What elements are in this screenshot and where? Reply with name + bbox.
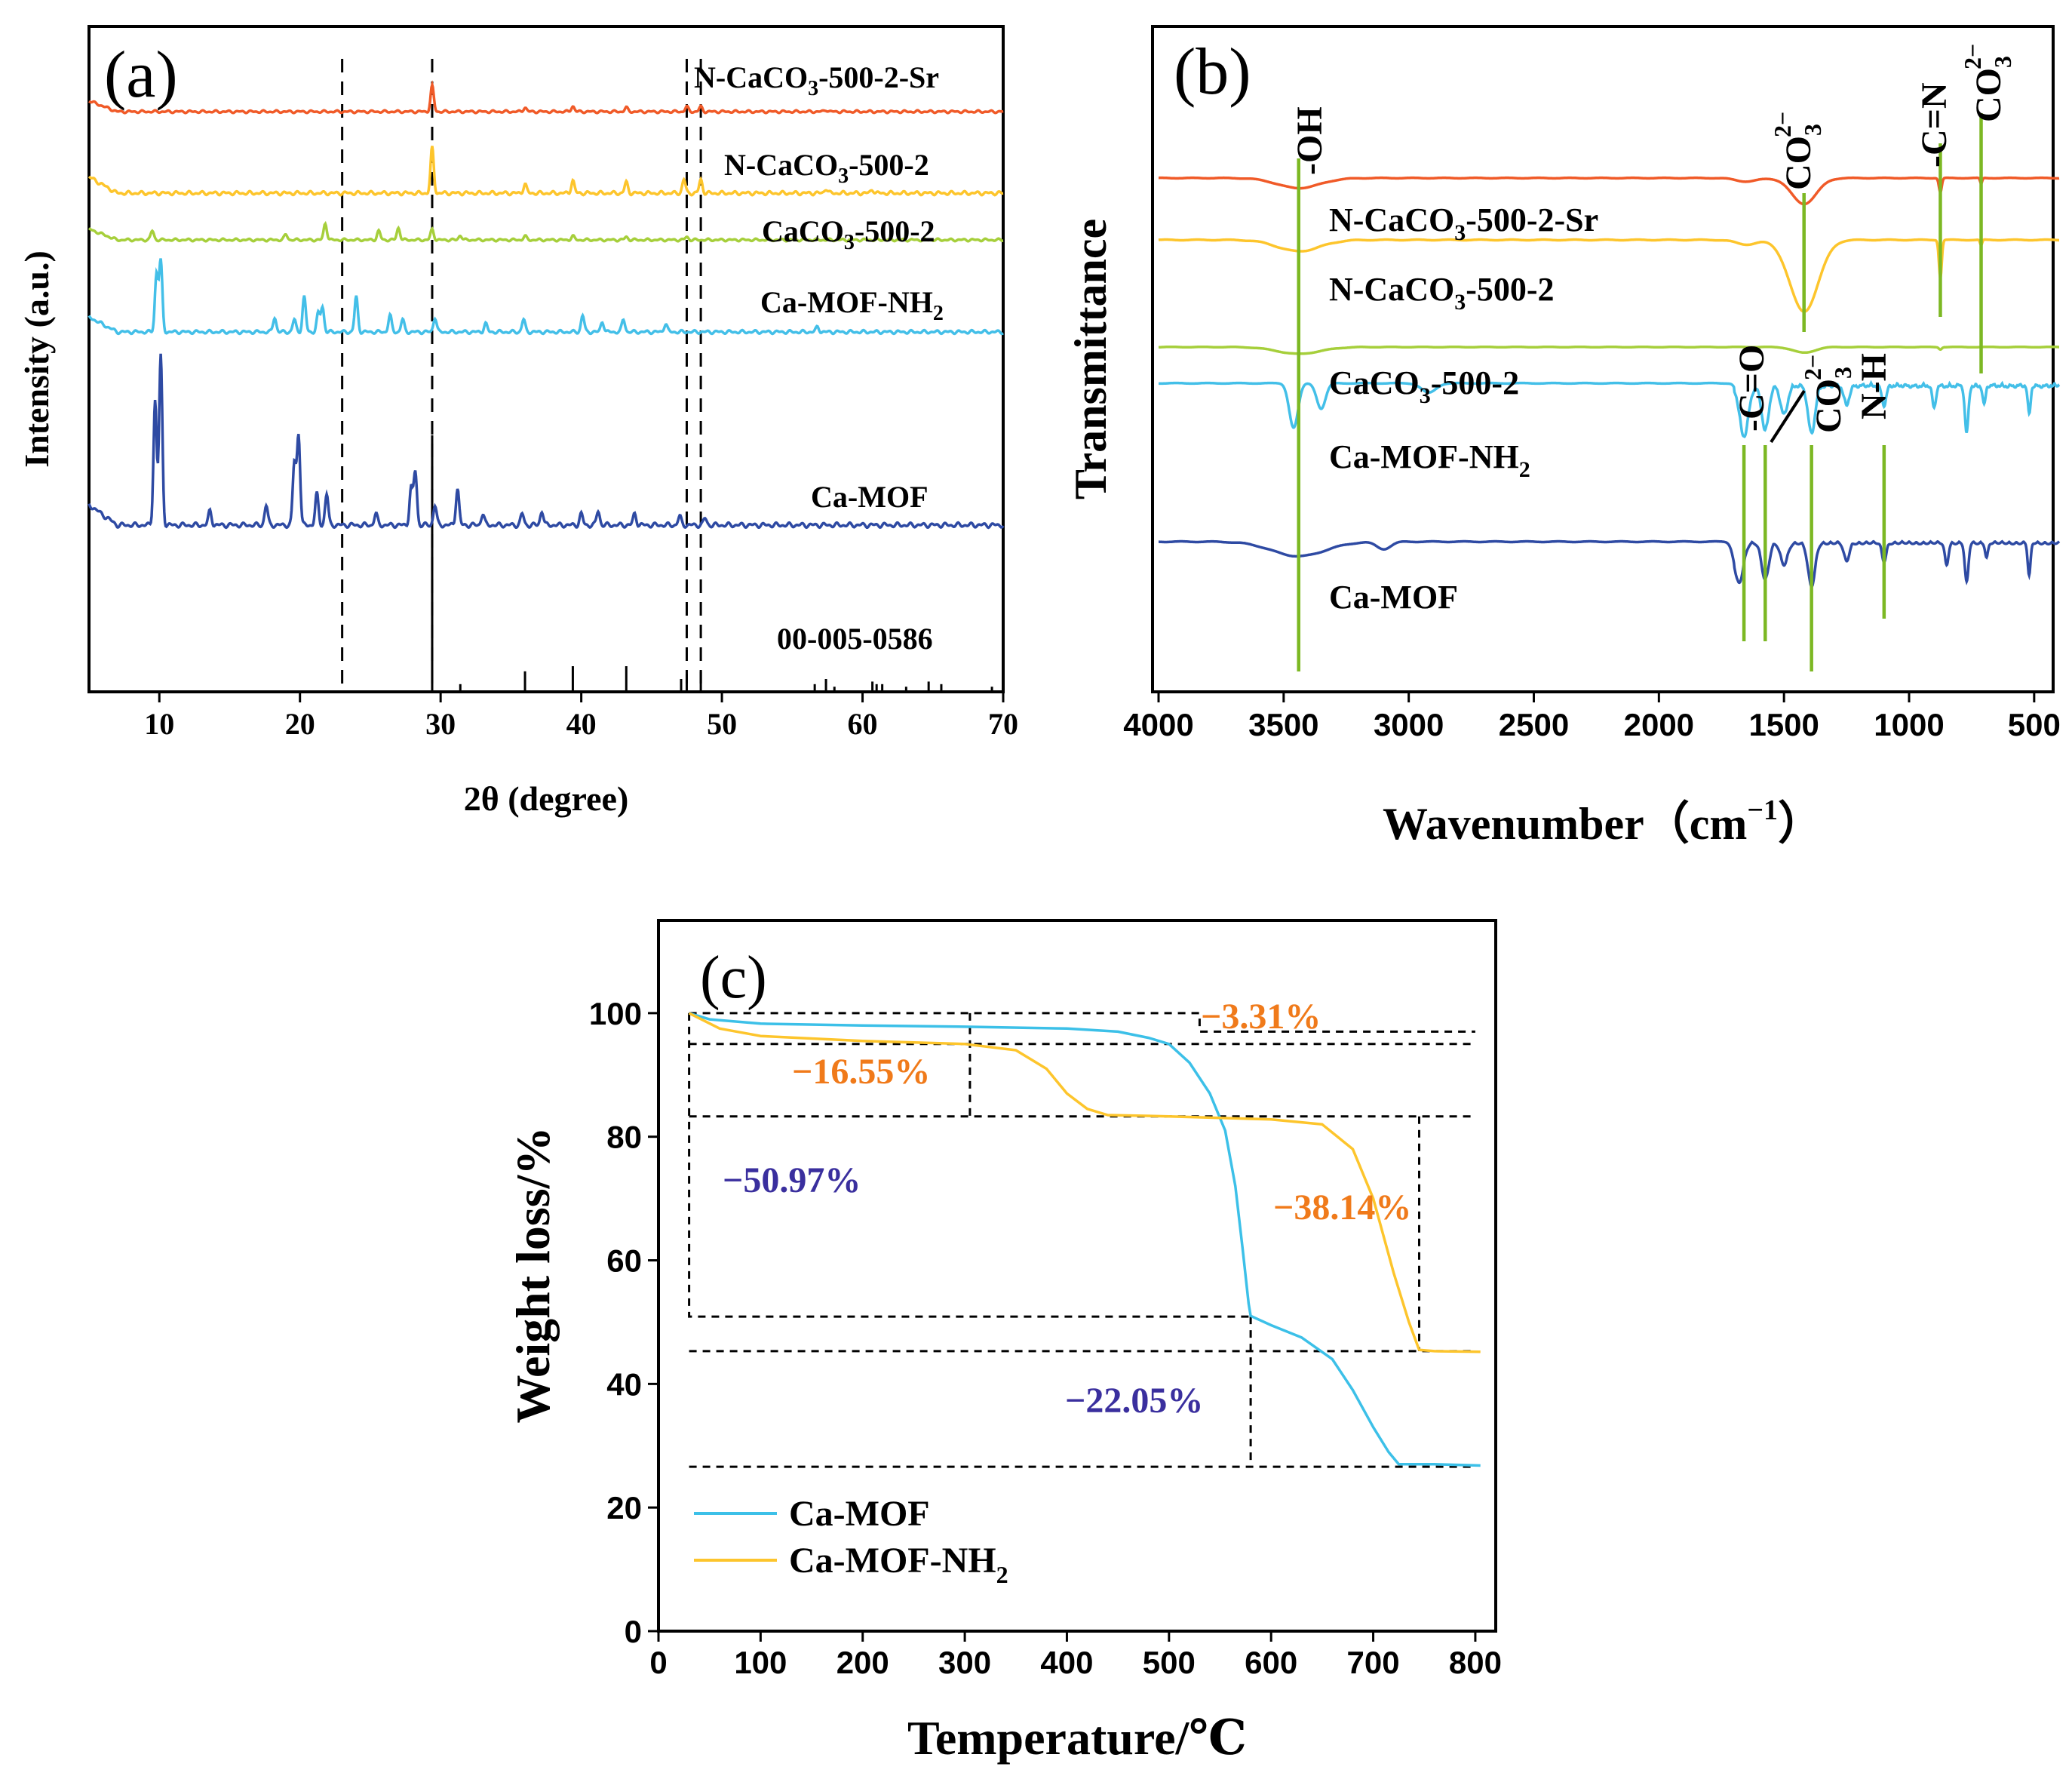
panel-c-x-axis-label: Temperature/℃ — [907, 1711, 1247, 1765]
panel-a-x-tick-label-0: 10 — [144, 707, 174, 741]
panel-a-reference-sticks — [431, 435, 993, 692]
panel-c-annotation-16-55: −16.55% — [792, 1052, 930, 1092]
panel-b-ftir: (b) 4000 3500 3000 2500 2000 1500 1000 500 -OH … — [1066, 25, 2061, 849]
panel-b-x-tick-label-6: 1000 — [1874, 707, 1944, 742]
panel-b-band-label-cn: -C=N — [1914, 82, 1954, 167]
panel-c-legend-label-0: Ca-MOF — [789, 1494, 930, 1534]
panel-c-tga: (c) 0 100 200 300 400 500 600 700 800 0 20 40 60 80 10… — [506, 919, 1502, 1765]
panel-b-band-markers — [1297, 113, 1983, 671]
panel-a-reference-label: 00-005-0586 — [777, 622, 933, 656]
panel-b-y-axis-label: Transmittance — [1066, 219, 1116, 499]
panel-b-x-tick-label-0: 4000 — [1123, 707, 1193, 742]
panel-c-y-tick-label-3: 60 — [606, 1243, 642, 1279]
panel-b-series-line-0 — [1159, 176, 2060, 206]
panel-a-x-tick-label-3: 40 — [566, 707, 597, 741]
panel-b-series-label-1: N-CaCO3-500-2 — [1329, 271, 1555, 315]
panel-b-band-label-co: -C=O — [1732, 345, 1772, 432]
panel-b-series-line-4 — [1159, 539, 2061, 588]
panel-c-frame — [657, 919, 1497, 1633]
panel-c-y-axis-label: Weight loss/% — [506, 1127, 560, 1424]
panel-c-guide-lines — [688, 1012, 1475, 1468]
panel-a-series-line-4 — [87, 353, 1005, 530]
panel-c-ticks: 0 100 200 300 400 500 600 700 800 0 20 40 60 80 100 — [589, 996, 1502, 1680]
panel-a-x-ticks: 10 20 30 40 50 60 70 — [144, 692, 1018, 741]
panel-c-x-tick-label-7: 700 — [1347, 1645, 1400, 1680]
panel-b-series-line-3 — [1159, 379, 2061, 438]
panel-b-x-tick-label-4: 2000 — [1624, 707, 1694, 742]
panel-c-series-line-0 — [689, 1012, 1481, 1467]
panel-b-x-tick-label-7: 500 — [2008, 707, 2061, 742]
panel-b-series-label-3: Ca-MOF-NH2 — [1329, 438, 1530, 482]
panel-a-series-label-0: N-CaCO3-500-2-Sr — [694, 60, 939, 100]
panel-c-y-tick-label-0: 0 — [625, 1614, 642, 1649]
panel-a-series — [87, 79, 1005, 530]
panel-c-x-tick-label-0: 0 — [649, 1645, 667, 1680]
panel-a-x-tick-label-5: 60 — [848, 707, 878, 741]
panel-a-series-label-1: N-CaCO3-500-2 — [724, 148, 929, 188]
panel-c-label: (c) — [700, 945, 767, 1011]
panel-a-series-line-3 — [87, 258, 1004, 336]
panel-c-legend-label-1: Ca-MOF-NH2 — [789, 1541, 1008, 1588]
panel-b-series-line-2 — [1159, 345, 2059, 355]
panel-b-series-line-1 — [1158, 238, 2059, 313]
panel-b-series-label-4: Ca-MOF — [1329, 579, 1458, 616]
panel-c-y-tick-label-4: 80 — [606, 1120, 642, 1155]
panel-b-band-label-co3-1: CO32− — [1769, 112, 1826, 190]
panel-b-x-ticks: 4000 3500 3000 2500 2000 1500 1000 500 — [1123, 692, 2061, 742]
panel-c-x-tick-label-6: 600 — [1245, 1645, 1297, 1680]
panel-a-series-line-1 — [87, 146, 1004, 197]
panel-a-series-label-4: Ca-MOF — [811, 480, 929, 514]
panel-a-y-axis-label: Intensity (a.u.) — [17, 250, 56, 468]
panel-c-guide-line-0 — [689, 1012, 1475, 1033]
panel-c-x-tick-label-3: 300 — [938, 1645, 991, 1680]
panel-a-x-tick-label-2: 30 — [425, 707, 456, 741]
panel-b-series-label-0: N-CaCO3-500-2-Sr — [1329, 201, 1598, 245]
panel-c-annotation-3-31: −3.31% — [1201, 997, 1321, 1037]
panel-c-legend: Ca-MOF Ca-MOF-NH2 — [694, 1494, 1008, 1588]
panel-b-band-label-co3-2: CO32− — [1959, 44, 2016, 122]
panel-c-annotation-50-97: −50.97% — [723, 1160, 861, 1200]
panel-c-x-tick-label-1: 100 — [734, 1645, 787, 1680]
panel-c-series-line-1 — [688, 1012, 1481, 1353]
panel-b-series — [1158, 176, 2061, 588]
panel-b-label: (b) — [1174, 35, 1251, 109]
panel-c-y-tick-label-2: 40 — [606, 1366, 642, 1402]
panel-b-x-axis-label: Wavenumber（cm−1） — [1383, 794, 1823, 849]
panel-c-y-tick-label-5: 100 — [589, 996, 642, 1031]
panel-b-x-tick-label-3: 2500 — [1499, 707, 1569, 742]
panel-a-x-tick-label-4: 50 — [707, 707, 737, 741]
panel-c-y-tick-label-1: 20 — [606, 1490, 642, 1526]
panel-c-x-tick-label-8: 800 — [1449, 1645, 1502, 1680]
panel-a-series-line-0 — [88, 79, 1004, 115]
panel-c-x-tick-label-2: 200 — [836, 1645, 889, 1680]
panel-b-band-label-oh: -OH — [1290, 106, 1330, 175]
panel-a-xrd: (a) 10 20 30 40 50 60 70 N-CaCO3-500-2-Sr N-Ca… — [17, 25, 1018, 818]
panel-b-frame — [1151, 25, 2055, 693]
panel-a-frame — [87, 25, 1005, 693]
panel-c-x-tick-label-5: 500 — [1143, 1645, 1196, 1680]
panel-a-x-tick-label-6: 70 — [988, 707, 1018, 741]
panel-a-series-line-2 — [87, 220, 1004, 243]
panel-a-x-tick-label-1: 20 — [285, 707, 315, 741]
panel-c-x-tick-label-4: 400 — [1040, 1645, 1093, 1680]
panel-b-series-label-2: CaCO3-500-2 — [1329, 364, 1519, 408]
panel-b-co3-pointer — [1770, 389, 1806, 444]
panel-a-series-label-2: CaCO3-500-2 — [762, 214, 935, 254]
panel-a-label: (a) — [104, 38, 178, 112]
panel-c-guide-line-4 — [688, 1012, 1251, 1318]
panel-b-x-tick-label-2: 3000 — [1374, 707, 1444, 742]
panel-b-band-label-co3-3: CO32− — [1799, 355, 1856, 433]
panel-c-annotation-22-05: −22.05% — [1065, 1381, 1203, 1421]
panel-c-series — [688, 1012, 1481, 1467]
panel-a-series-label-3: Ca-MOF-NH2 — [760, 285, 944, 325]
panel-a-x-axis-label: 2θ (degree) — [464, 779, 629, 818]
panel-c-annotation-38-14: −38.14% — [1273, 1188, 1411, 1227]
panel-a-dashed-lines — [341, 59, 702, 692]
panel-b-x-tick-label-1: 3500 — [1248, 707, 1318, 742]
panel-b-band-label-nh: N-H — [1854, 353, 1894, 419]
panel-b-x-tick-label-5: 1500 — [1748, 707, 1819, 742]
